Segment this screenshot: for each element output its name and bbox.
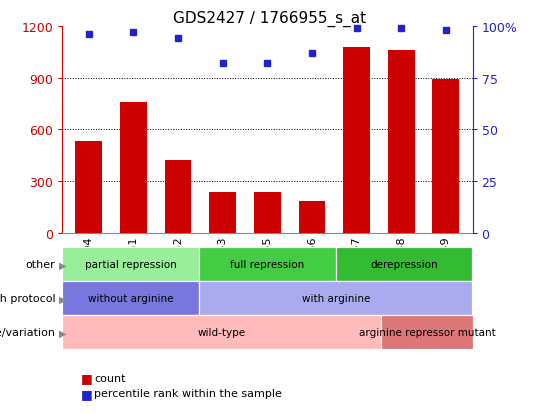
Bar xyxy=(388,51,415,233)
Text: ■: ■ xyxy=(80,371,92,385)
Bar xyxy=(299,202,325,233)
Bar xyxy=(343,47,370,233)
Bar xyxy=(433,80,459,233)
Text: ■: ■ xyxy=(80,387,92,400)
Text: count: count xyxy=(94,373,126,383)
Bar xyxy=(210,192,236,233)
Text: GDS2427 / 1766955_s_at: GDS2427 / 1766955_s_at xyxy=(173,10,367,26)
Text: derepression: derepression xyxy=(370,260,438,270)
Text: ▶: ▶ xyxy=(59,294,67,304)
Bar xyxy=(254,192,281,233)
Bar xyxy=(120,102,147,233)
Text: arginine repressor mutant: arginine repressor mutant xyxy=(359,328,495,337)
Text: other: other xyxy=(26,260,56,270)
Text: ▶: ▶ xyxy=(59,260,67,270)
Text: wild-type: wild-type xyxy=(198,328,246,337)
Text: percentile rank within the sample: percentile rank within the sample xyxy=(94,388,282,398)
Bar xyxy=(165,161,192,233)
Text: genotype/variation: genotype/variation xyxy=(0,328,56,337)
Text: growth protocol: growth protocol xyxy=(0,294,56,304)
Text: partial repression: partial repression xyxy=(85,260,177,270)
Text: without arginine: without arginine xyxy=(87,294,173,304)
Bar xyxy=(76,142,102,233)
Text: with arginine: with arginine xyxy=(301,294,370,304)
Text: ▶: ▶ xyxy=(59,328,67,337)
Text: full repression: full repression xyxy=(230,260,305,270)
